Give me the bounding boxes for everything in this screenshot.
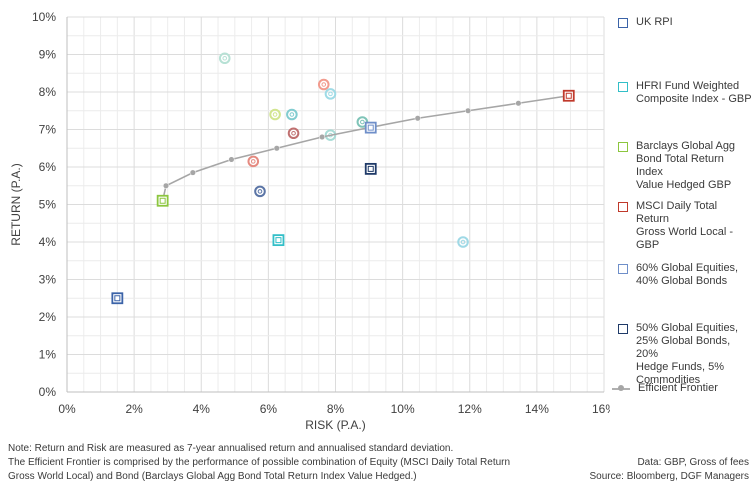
x-tick-label: 6% [260, 402, 278, 416]
efficient-frontier-point [162, 182, 170, 189]
legend-item: 50% Global Equities, 25% Global Bonds, 2… [612, 322, 753, 387]
legend-square-icon [618, 324, 628, 334]
efficient-frontier-point [189, 169, 196, 176]
data-point-inner [272, 112, 278, 117]
source-line-2: Source: Bloomberg, DGF Managers [589, 471, 749, 482]
data-point-inner [222, 55, 228, 61]
legend-square-icon [618, 18, 628, 28]
y-tick-label: 1% [39, 348, 57, 362]
data-point-inner [328, 91, 333, 97]
legend-item: HFRI Fund Weighted Composite Index - GBP [612, 80, 753, 106]
data-source: Data: GBP, Gross of fees Source: Bloombe… [589, 456, 749, 484]
legend-square-icon [618, 82, 628, 92]
x-tick-label: 8% [327, 402, 345, 416]
legend-item: UK RPI [612, 16, 753, 29]
legend-square-icon [618, 202, 628, 212]
x-tick-label: 14% [525, 402, 549, 416]
efficient-frontier-point [515, 100, 522, 107]
legend-label: UK RPI [636, 16, 673, 28]
note-line-1: Note: Return and Risk are measured as 7-… [8, 443, 454, 454]
x-tick-label: 0% [58, 402, 76, 416]
chart-notes: Note: Return and Risk are measured as 7-… [8, 442, 588, 484]
y-tick-label: 8% [39, 85, 57, 99]
y-tick-label: 2% [39, 310, 57, 324]
legend-line-icon [612, 385, 630, 393]
legend-label: 50% Global Equities, 25% Global Bonds, 2… [636, 322, 739, 386]
x-tick-label: 12% [458, 402, 482, 416]
legend-item: 60% Global Equities, 40% Global Bonds [612, 262, 753, 288]
note-line-2: The Efficient Frontier is comprised by t… [8, 457, 511, 468]
data-point [317, 78, 330, 91]
legend-label: Barclays Global Agg Bond Total Return In… [636, 140, 736, 191]
square-marker-inner [275, 237, 282, 244]
efficient-frontier-point [465, 107, 472, 114]
y-tick-label: 9% [39, 48, 57, 62]
legend-item: MSCI Daily Total Return Gross World Loca… [612, 200, 753, 252]
data-point-inner [460, 239, 466, 245]
data-point-inner [291, 130, 296, 136]
efficient-frontier-point [319, 133, 326, 141]
data-point [457, 236, 469, 248]
y-tick-label: 3% [39, 273, 57, 287]
data-point [287, 127, 300, 140]
legend-item: Barclays Global Agg Bond Total Return In… [612, 140, 753, 192]
efficient-frontier-point [414, 115, 421, 122]
note-line-3: Gross World Local) and Bond (Barclays Gl… [8, 471, 417, 482]
data-point [254, 185, 266, 198]
square-marker [272, 234, 285, 247]
y-tick-label: 6% [39, 160, 57, 174]
data-point-inner [321, 82, 327, 87]
source-line-1: Data: GBP, Gross of fees [637, 457, 749, 468]
data-point-inner [289, 112, 295, 117]
square-marker-inner [114, 295, 121, 302]
x-tick-label: 16% [592, 402, 610, 416]
y-tick-label: 0% [39, 385, 57, 399]
x-tick-label: 10% [391, 402, 415, 416]
data-point [269, 108, 281, 121]
efficient-frontier-point [228, 156, 235, 163]
square-marker [156, 194, 169, 207]
efficient-frontier-point [273, 145, 280, 152]
y-tick-label: 5% [39, 198, 57, 212]
y-tick-label: 10% [32, 10, 56, 24]
square-marker-inner [565, 92, 572, 99]
y-axis-title: RETURN (P.A.) [9, 163, 23, 245]
square-marker-inner [367, 165, 374, 172]
data-point [218, 52, 231, 65]
x-axis-title: RISK (P.A.) [305, 418, 365, 432]
square-marker-inner [367, 124, 374, 131]
x-tick-label: 4% [193, 402, 211, 416]
data-point [286, 108, 298, 121]
data-point [324, 88, 337, 100]
square-marker [364, 121, 377, 134]
data-point-inner [360, 119, 365, 125]
square-marker [562, 89, 575, 102]
legend-label: HFRI Fund Weighted Composite Index - GBP [636, 80, 752, 105]
legend-square-icon [618, 264, 628, 274]
y-tick-label: 7% [39, 123, 57, 137]
y-tick-label: 4% [39, 235, 57, 249]
data-point [247, 155, 260, 168]
square-marker [364, 162, 377, 175]
legend-item: Efficient Frontier [612, 382, 753, 395]
legend-label: 60% Global Equities, 40% Global Bonds [636, 262, 739, 287]
legend-label: Efficient Frontier [638, 382, 718, 394]
square-marker [111, 292, 124, 305]
scatter-chart: 0% 2% 4% 6% 8% 10% 12% 14% 16% 0% 1% 2% 3% 4% 5% 6% 7% 8%… [9, 10, 610, 432]
legend-square-icon [618, 142, 628, 152]
data-point-inner [250, 159, 256, 164]
square-marker-inner [159, 197, 166, 204]
x-tick-label: 2% [125, 402, 143, 416]
data-point-inner [257, 189, 263, 194]
legend-label: MSCI Daily Total Return Gross World Loca… [636, 200, 733, 251]
